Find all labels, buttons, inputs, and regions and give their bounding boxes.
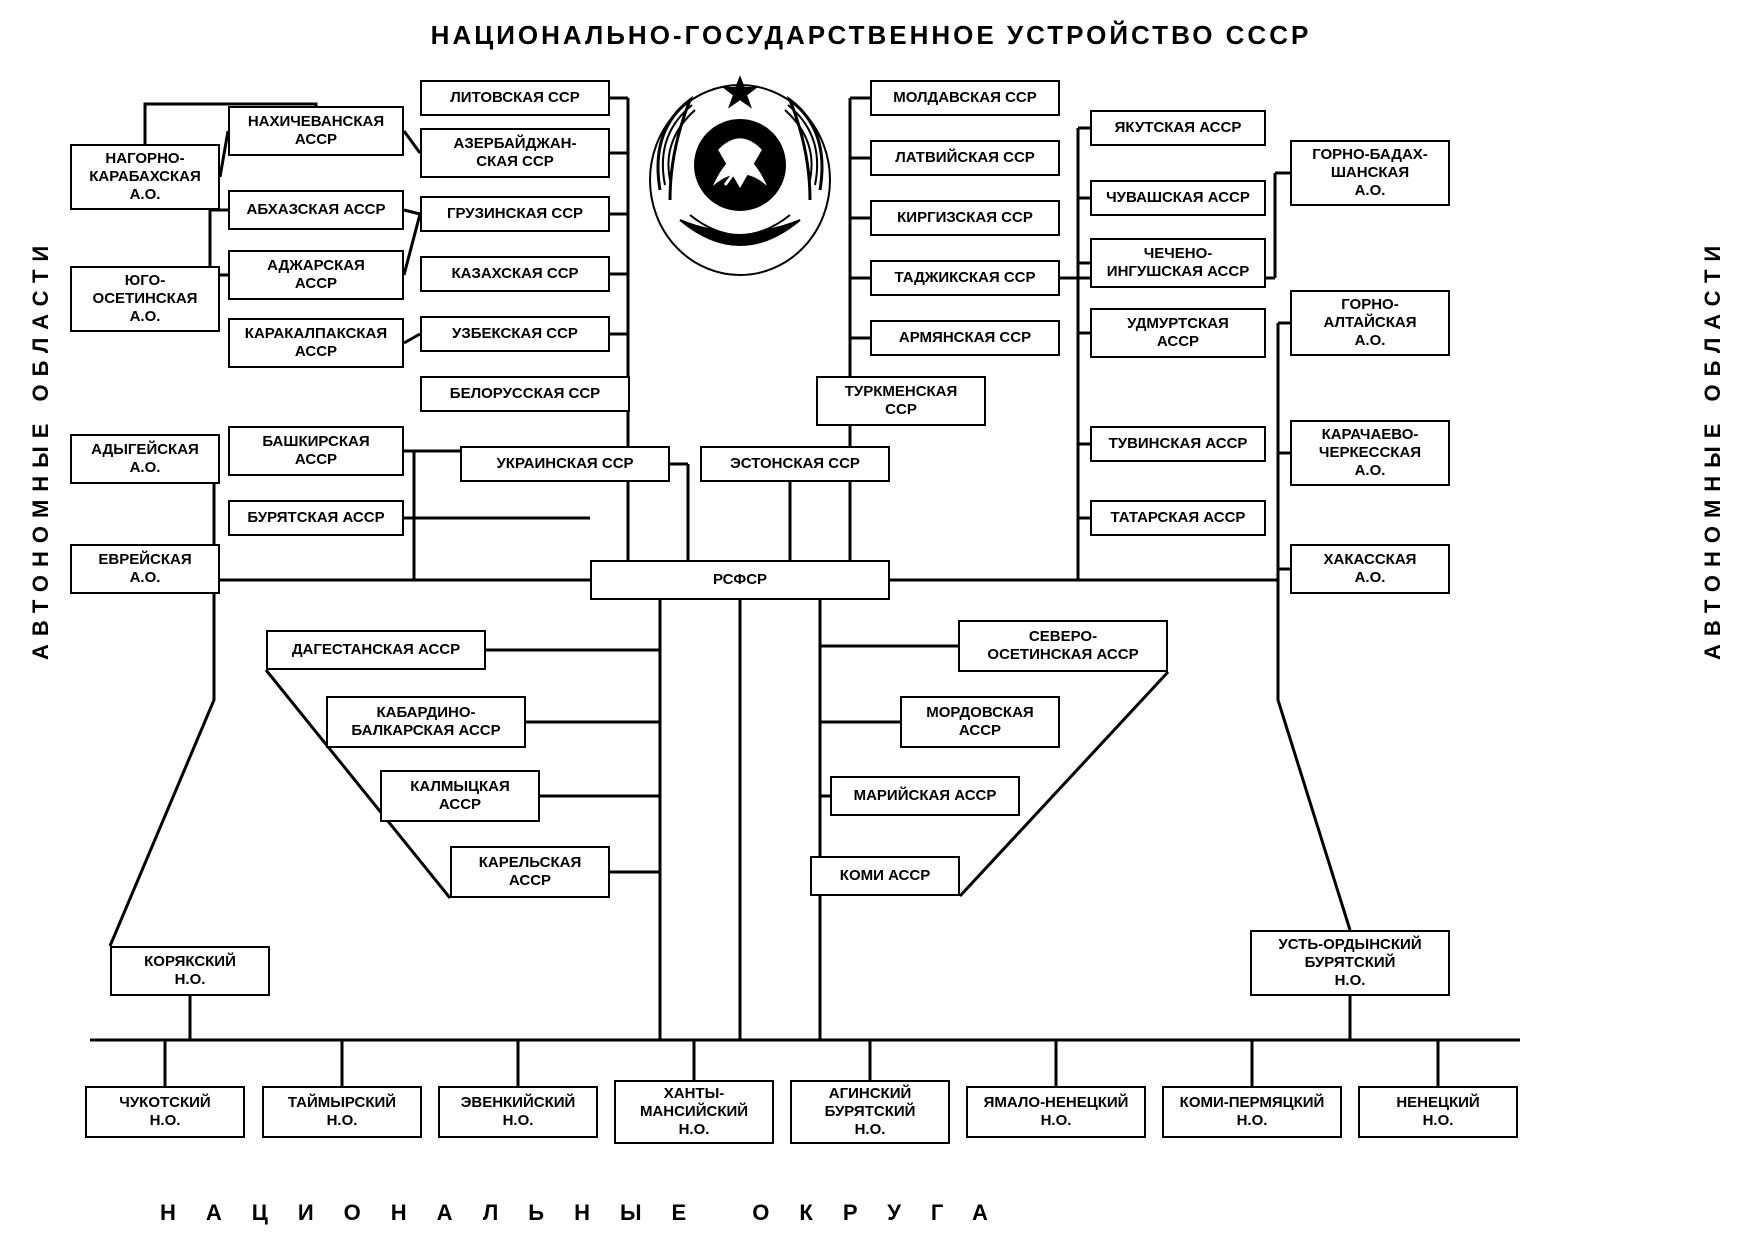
ssr-right-arm: АРМЯНСКАЯ ССР	[870, 320, 1060, 356]
no-bottom-nen: НЕНЕЦКИЙ Н.О.	[1358, 1086, 1518, 1138]
ao-right-hak: ХАКАССКАЯ А.О.	[1290, 544, 1450, 594]
no-bottom-taym: ТАЙМЫРСКИЙ Н.О.	[262, 1086, 422, 1138]
center-rsfsr: РСФСР	[590, 560, 890, 600]
assr-stair-right-mor: МОРДОВСКАЯ АССР	[900, 696, 1060, 748]
ssr-right-kir: КИРГИЗСКАЯ ССР	[870, 200, 1060, 236]
ssr-right-mol: МОЛДАВСКАЯ ССР	[870, 80, 1060, 116]
no-bottom-yamal: ЯМАЛО-НЕНЕЦКИЙ Н.О.	[966, 1086, 1146, 1138]
ssr-right-lat: ЛАТВИЙСКАЯ ССР	[870, 140, 1060, 176]
assr-right-col-che: ЧЕЧЕНО- ИНГУШСКАЯ АССР	[1090, 238, 1266, 288]
ussr-emblem-icon	[640, 70, 840, 280]
no-top-kory: КОРЯКСКИЙ Н.О.	[110, 946, 270, 996]
diagram-title: НАЦИОНАЛЬНО-ГОСУДАРСТВЕННОЕ УСТРОЙСТВО С…	[0, 20, 1742, 51]
ao-right-galt: ГОРНО- АЛТАЙСКАЯ А.О.	[1290, 290, 1450, 356]
assr-left-col-abh: АБХАЗСКАЯ АССР	[228, 190, 404, 230]
assr-stair-right-mar: МАРИЙСКАЯ АССР	[830, 776, 1020, 816]
ssr-left-lit: ЛИТОВСКАЯ ССР	[420, 80, 610, 116]
assr-stair-right-kom: КОМИ АССР	[810, 856, 960, 896]
assr-stair-left-dag: ДАГЕСТАНСКАЯ АССР	[266, 630, 486, 670]
ssr-right-est: ЭСТОНСКАЯ ССР	[700, 446, 890, 482]
ao-left-ady: АДЫГЕЙСКАЯ А.О.	[70, 434, 220, 484]
assr-stair-left-kab: КАБАРДИНО- БАЛКАРСКАЯ АССР	[326, 696, 526, 748]
assr-stair-left-kare: КАРЕЛЬСКАЯ АССР	[450, 846, 610, 898]
ssr-left-aze: АЗЕРБАЙДЖАН- СКАЯ ССР	[420, 128, 610, 178]
no-bottom-even: ЭВЕНКИЙСКИЙ Н.О.	[438, 1086, 598, 1138]
ssr-left-uzb: УЗБЕКСКАЯ ССР	[420, 316, 610, 352]
ssr-left-ukr: УКРАИНСКАЯ ССР	[460, 446, 670, 482]
ao-left-yug: ЮГО- ОСЕТИНСКАЯ А.О.	[70, 266, 220, 332]
bottom-label: НАЦИОНАЛЬНЫЕ ОКРУГА	[160, 1200, 1018, 1226]
no-bottom-chuk: ЧУКОТСКИЙ Н.О.	[85, 1086, 245, 1138]
ao-left-nag: НАГОРНО- КАРАБАХСКАЯ А.О.	[70, 144, 220, 210]
ssr-right-taj: ТАДЖИКСКАЯ ССР	[870, 260, 1060, 296]
assr-left-col-kar: КАРАКАЛПАКСКАЯ АССР	[228, 318, 404, 368]
assr-left-col-bur: БУРЯТСКАЯ АССР	[228, 500, 404, 536]
assr-left-col-nah: НАХИЧЕВАНСКАЯ АССР	[228, 106, 404, 156]
assr-left-col-bash: БАШКИРСКАЯ АССР	[228, 426, 404, 476]
right-side-label: АВТОНОМНЫЕ ОБЛАСТИ	[1700, 140, 1726, 660]
left-side-label: АВТОНОМНЫЕ ОБЛАСТИ	[28, 140, 54, 660]
assr-right-col-tuv: ТУВИНСКАЯ АССР	[1090, 426, 1266, 462]
ao-right-kch: КАРАЧАЕВО- ЧЕРКЕССКАЯ А.О.	[1290, 420, 1450, 486]
no-bottom-agin: АГИНСКИЙ БУРЯТСКИЙ Н.О.	[790, 1080, 950, 1144]
assr-right-col-tat: ТАТАРСКАЯ АССР	[1090, 500, 1266, 536]
no-top-usto: УСТЬ-ОРДЫНСКИЙ БУРЯТСКИЙ Н.О.	[1250, 930, 1450, 996]
assr-right-col-chu: ЧУВАШСКАЯ АССР	[1090, 180, 1266, 216]
no-bottom-komp: КОМИ-ПЕРМЯЦКИЙ Н.О.	[1162, 1086, 1342, 1138]
ssr-left-bel: БЕЛОРУССКАЯ ССР	[420, 376, 630, 412]
ssr-left-gru: ГРУЗИНСКАЯ ССР	[420, 196, 610, 232]
ssr-right-tur: ТУРКМЕНСКАЯ ССР	[816, 376, 986, 426]
no-bottom-hant: ХАНТЫ- МАНСИЙСКИЙ Н.О.	[614, 1080, 774, 1144]
ao-left-evr: ЕВРЕЙСКАЯ А.О.	[70, 544, 220, 594]
assr-left-col-adj: АДЖАРСКАЯ АССР	[228, 250, 404, 300]
connector-lines	[0, 0, 1742, 1246]
ao-right-gbad: ГОРНО-БАДАХ- ШАНСКАЯ А.О.	[1290, 140, 1450, 206]
assr-right-col-yak: ЯКУТСКАЯ АССР	[1090, 110, 1266, 146]
assr-stair-right-sev: СЕВЕРО- ОСЕТИНСКАЯ АССР	[958, 620, 1168, 672]
ssr-left-kaz: КАЗАХСКАЯ ССР	[420, 256, 610, 292]
assr-right-col-udm: УДМУРТСКАЯ АССР	[1090, 308, 1266, 358]
assr-stair-left-kal: КАЛМЫЦКАЯ АССР	[380, 770, 540, 822]
